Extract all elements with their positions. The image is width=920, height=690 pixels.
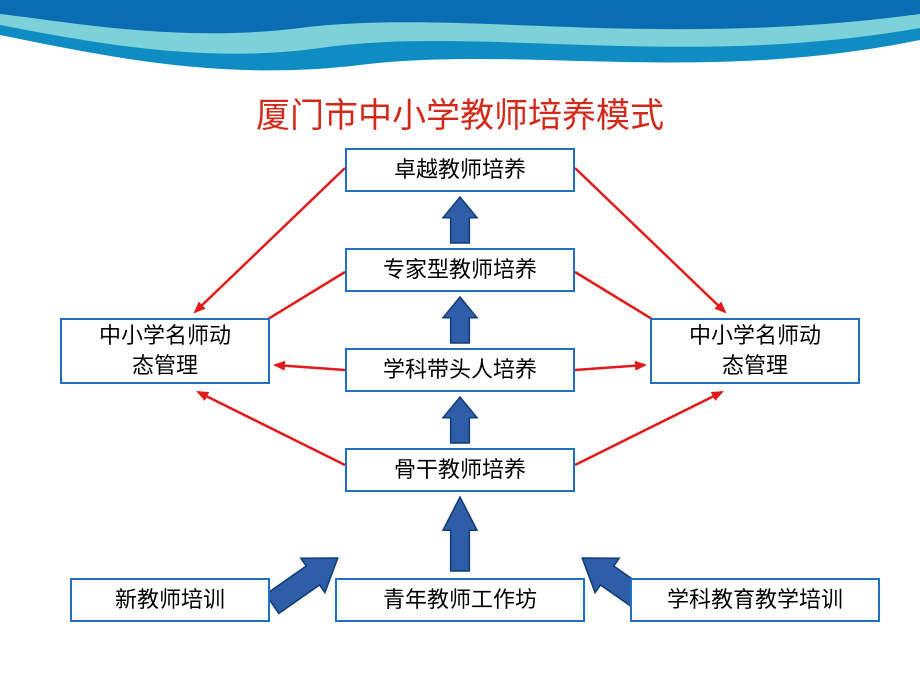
box-backbone-teacher: 骨干教师培养 xyxy=(345,448,575,492)
red-arrow-5 xyxy=(575,365,645,370)
blue-up-arrow-icon-1 xyxy=(443,297,477,343)
box-excellent-teacher: 卓越教师培养 xyxy=(345,148,575,192)
box-subject-leader: 学科带头人培养 xyxy=(345,348,575,392)
box-subject-edu: 学科教育教学培训 xyxy=(630,578,880,622)
box-young-teacher: 青年教师工作坊 xyxy=(335,578,585,622)
red-arrow-1 xyxy=(575,168,725,312)
blue-up-arrow-icon-0 xyxy=(443,197,477,243)
red-arrow-0 xyxy=(195,168,345,312)
box-expert-teacher: 专家型教师培养 xyxy=(345,248,575,292)
blue-up-arrow-icon-2 xyxy=(443,397,477,443)
red-arrow-7 xyxy=(575,392,722,465)
red-arrow-6 xyxy=(198,392,345,465)
box-dynamic-mgmt-right: 中小学名师动态管理 xyxy=(650,318,860,384)
box-dynamic-mgmt-left: 中小学名师动态管理 xyxy=(60,318,270,384)
red-arrow-4 xyxy=(275,365,345,370)
blue-up-arrow-icon-3 xyxy=(443,497,477,571)
box-new-teacher: 新教师培训 xyxy=(70,578,270,622)
